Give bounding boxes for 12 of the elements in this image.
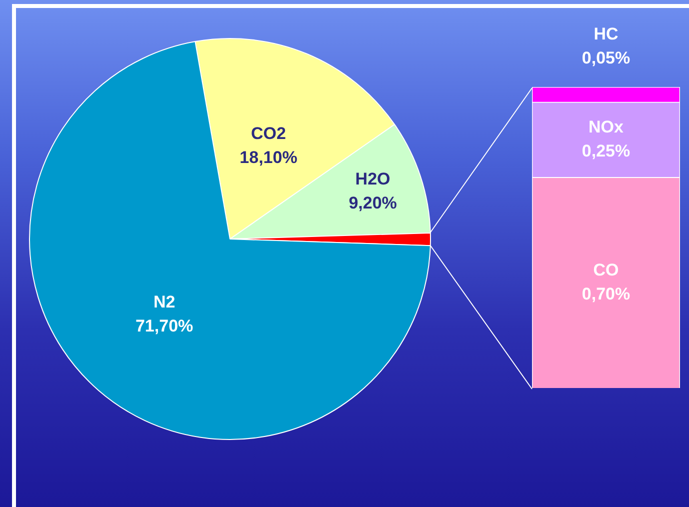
slice-label: N2 (153, 292, 176, 312)
series-label: NOx (588, 117, 624, 136)
data-label: 9,20% (348, 194, 397, 213)
data-label: 18,10% (240, 148, 298, 168)
slice-label: H2O (355, 170, 390, 189)
data-label: 0,05% (582, 48, 630, 68)
data-label: 0,70% (582, 284, 630, 304)
text: HC (594, 24, 618, 44)
series-label: CO (593, 260, 619, 280)
data-label: 0,25% (582, 141, 630, 160)
data-label: 71,70% (135, 316, 194, 336)
slice-label: CO2 (251, 124, 286, 144)
